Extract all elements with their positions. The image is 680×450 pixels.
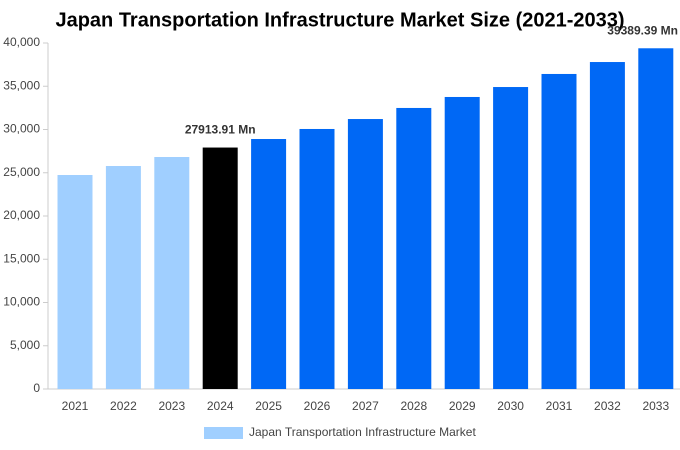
y-tick-label: 5,000 [10,338,40,352]
value-label: 27913.91 Mn [185,123,256,137]
x-tick-label: 2029 [449,399,476,413]
y-tick-label: 15,000 [3,251,40,265]
y-tick-label: 40,000 [3,35,40,49]
x-tick-label: 2032 [594,399,621,413]
x-tick-label: 2033 [642,399,669,413]
bar [202,147,238,389]
chart-title: Japan Transportation Infrastructure Mark… [55,9,624,31]
bar [57,174,93,389]
bar [251,139,287,389]
bar [299,128,335,389]
x-tick-label: 2023 [158,399,185,413]
bar [154,157,190,389]
y-tick-label: 30,000 [3,122,40,136]
x-tick-label: 2028 [400,399,427,413]
x-tick-label: 2027 [352,399,379,413]
y-tick-label: 20,000 [3,208,40,222]
value-label: 39389.39 Mn [607,23,678,37]
bar [347,119,383,389]
y-tick-label: 0 [33,381,40,395]
x-tick-label: 2021 [62,399,89,413]
y-tick-label: 10,000 [3,295,40,309]
x-tick-label: 2024 [207,399,234,413]
bar [396,107,432,390]
x-tick-label: 2025 [255,399,282,413]
y-tick-label: 35,000 [3,78,40,92]
y-tick-label: 25,000 [3,165,40,179]
bar [444,96,480,389]
x-tick-label: 2026 [304,399,331,413]
bar [638,48,674,390]
legend-label: Japan Transportation Infrastructure Mark… [249,425,476,439]
bar [493,87,529,389]
legend-swatch [204,427,243,439]
bar [105,166,141,389]
x-tick-label: 2030 [497,399,524,413]
x-tick-label: 2022 [110,399,137,413]
x-tick-label: 2031 [546,399,573,413]
bar [589,62,625,389]
bar [541,73,577,389]
